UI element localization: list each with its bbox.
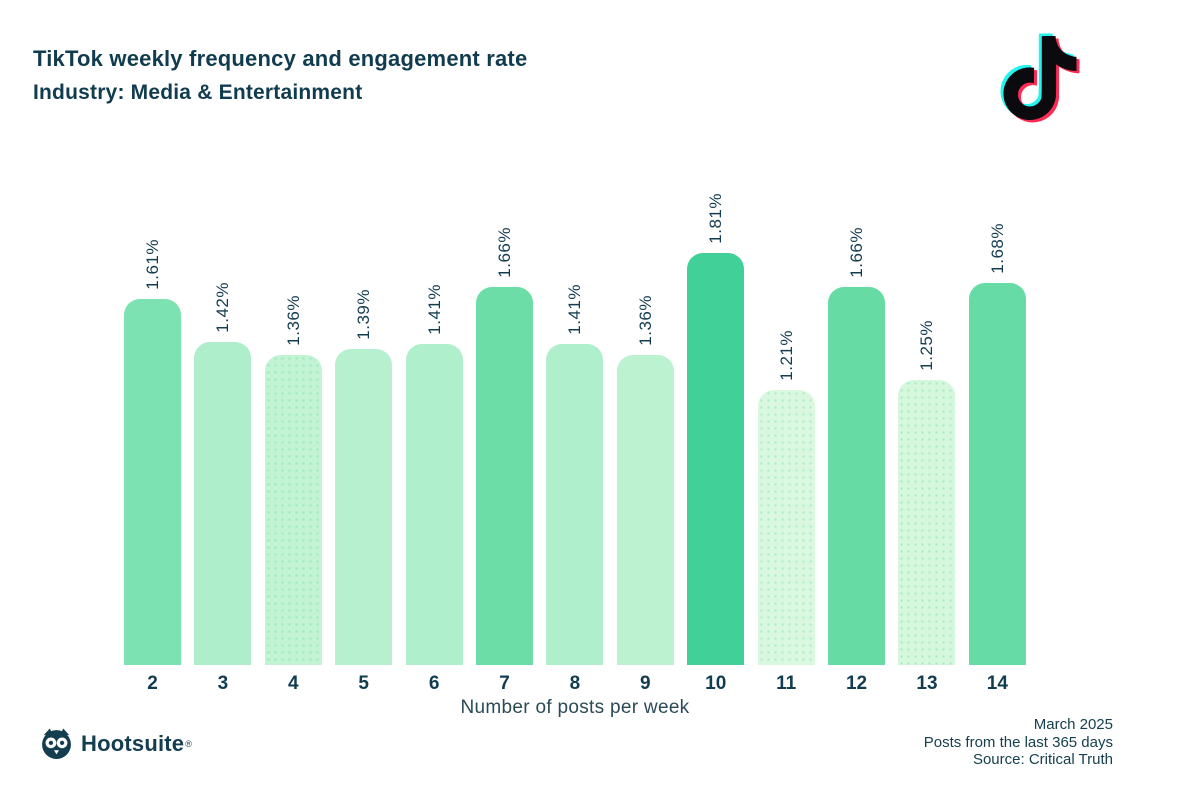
bar — [616, 355, 674, 665]
bar-chart: 1.61% 2 1.42% 3 1.36% 4 1.39% 5 1.41% 6 1.66% 7 1.41… — [124, 188, 1026, 695]
bar — [335, 349, 393, 665]
source-range: Posts from the last 365 days — [923, 733, 1113, 751]
bar-group: 1.39% 5 — [335, 188, 393, 695]
page-title: TikTok weekly frequency and engagement r… — [33, 46, 528, 71]
bar-group: 1.68% 14 — [968, 188, 1026, 695]
hootsuite-logo: Hootsuite ® — [40, 727, 192, 760]
bar-value-label: 1.36% — [635, 295, 655, 346]
bar — [687, 253, 745, 665]
bar-value-label: 1.81% — [706, 193, 726, 244]
source-info: March 2025 Posts from the last 365 days … — [924, 716, 1113, 769]
bar-group: 1.25% 13 — [898, 188, 956, 695]
bar — [124, 299, 181, 665]
bar-group: 1.66% 7 — [476, 188, 534, 695]
bar — [546, 344, 604, 665]
bar — [828, 287, 886, 665]
hootsuite-owl-icon — [42, 728, 71, 759]
x-axis-tick-label: 7 — [499, 673, 510, 694]
bar-value-label: 1.61% — [143, 239, 162, 290]
source-credit: Source: Critical Truth — [972, 751, 1113, 768]
x-axis-tick-label: 12 — [845, 673, 868, 694]
bar — [757, 390, 815, 665]
page-subtitle: Industry: Media & Entertainment — [33, 81, 363, 104]
bar-group: 1.41% 6 — [405, 188, 463, 695]
tiktok-icon — [1000, 33, 1080, 123]
x-axis-tick-label: 4 — [288, 673, 299, 694]
bar-value-label: 1.41% — [424, 284, 444, 335]
bar — [476, 287, 534, 665]
bar-group: 1.42% 3 — [194, 188, 252, 695]
bar-value-label: 1.21% — [776, 330, 796, 381]
bar-group: 1.36% 4 — [264, 188, 322, 695]
x-axis-tick-label: 2 — [147, 673, 158, 694]
bar-group: 1.61% 2 — [124, 188, 181, 695]
bar-group: 1.21% 11 — [757, 188, 815, 695]
x-axis-tick-label: 9 — [640, 673, 651, 694]
x-axis-tick-label: 14 — [986, 673, 1008, 694]
bar-value-label: 1.68% — [987, 223, 1007, 274]
bar — [898, 380, 956, 665]
x-axis-tick-label: 8 — [569, 673, 581, 694]
bar — [264, 355, 322, 665]
x-axis-tick-label: 10 — [705, 673, 727, 694]
bar-value-label: 1.36% — [283, 295, 303, 346]
x-axis-tick-label: 13 — [916, 673, 938, 694]
bar-value-label: 1.39% — [354, 289, 374, 340]
hootsuite-wordmark: Hootsuite — [81, 730, 185, 756]
header: TikTok weekly frequency and engagement r… — [33, 42, 527, 110]
x-axis-tick-label: 11 — [776, 673, 797, 694]
bar-group: 1.41% 8 — [546, 188, 604, 695]
bar — [194, 342, 252, 665]
registered-mark: ® — [185, 738, 192, 749]
bar-value-label: 1.66% — [847, 227, 867, 278]
bar — [968, 283, 1026, 665]
x-axis-tick-label: 3 — [217, 673, 229, 694]
source-date: March 2025 — [1033, 716, 1113, 733]
bar-group: 1.36% 9 — [616, 188, 674, 695]
bar — [405, 344, 463, 665]
bar-value-label: 1.41% — [565, 284, 585, 335]
x-axis-title: Number of posts per week — [460, 697, 690, 718]
bar-value-label: 1.25% — [917, 320, 937, 371]
bar-value-label: 1.66% — [495, 227, 515, 278]
bar-group: 1.66% 12 — [828, 188, 886, 695]
bar-value-label: 1.42% — [213, 282, 233, 333]
bar-group: 1.81% 10 — [687, 188, 745, 695]
x-axis-tick-label: 6 — [428, 673, 440, 694]
x-axis-tick-label: 5 — [358, 673, 369, 694]
